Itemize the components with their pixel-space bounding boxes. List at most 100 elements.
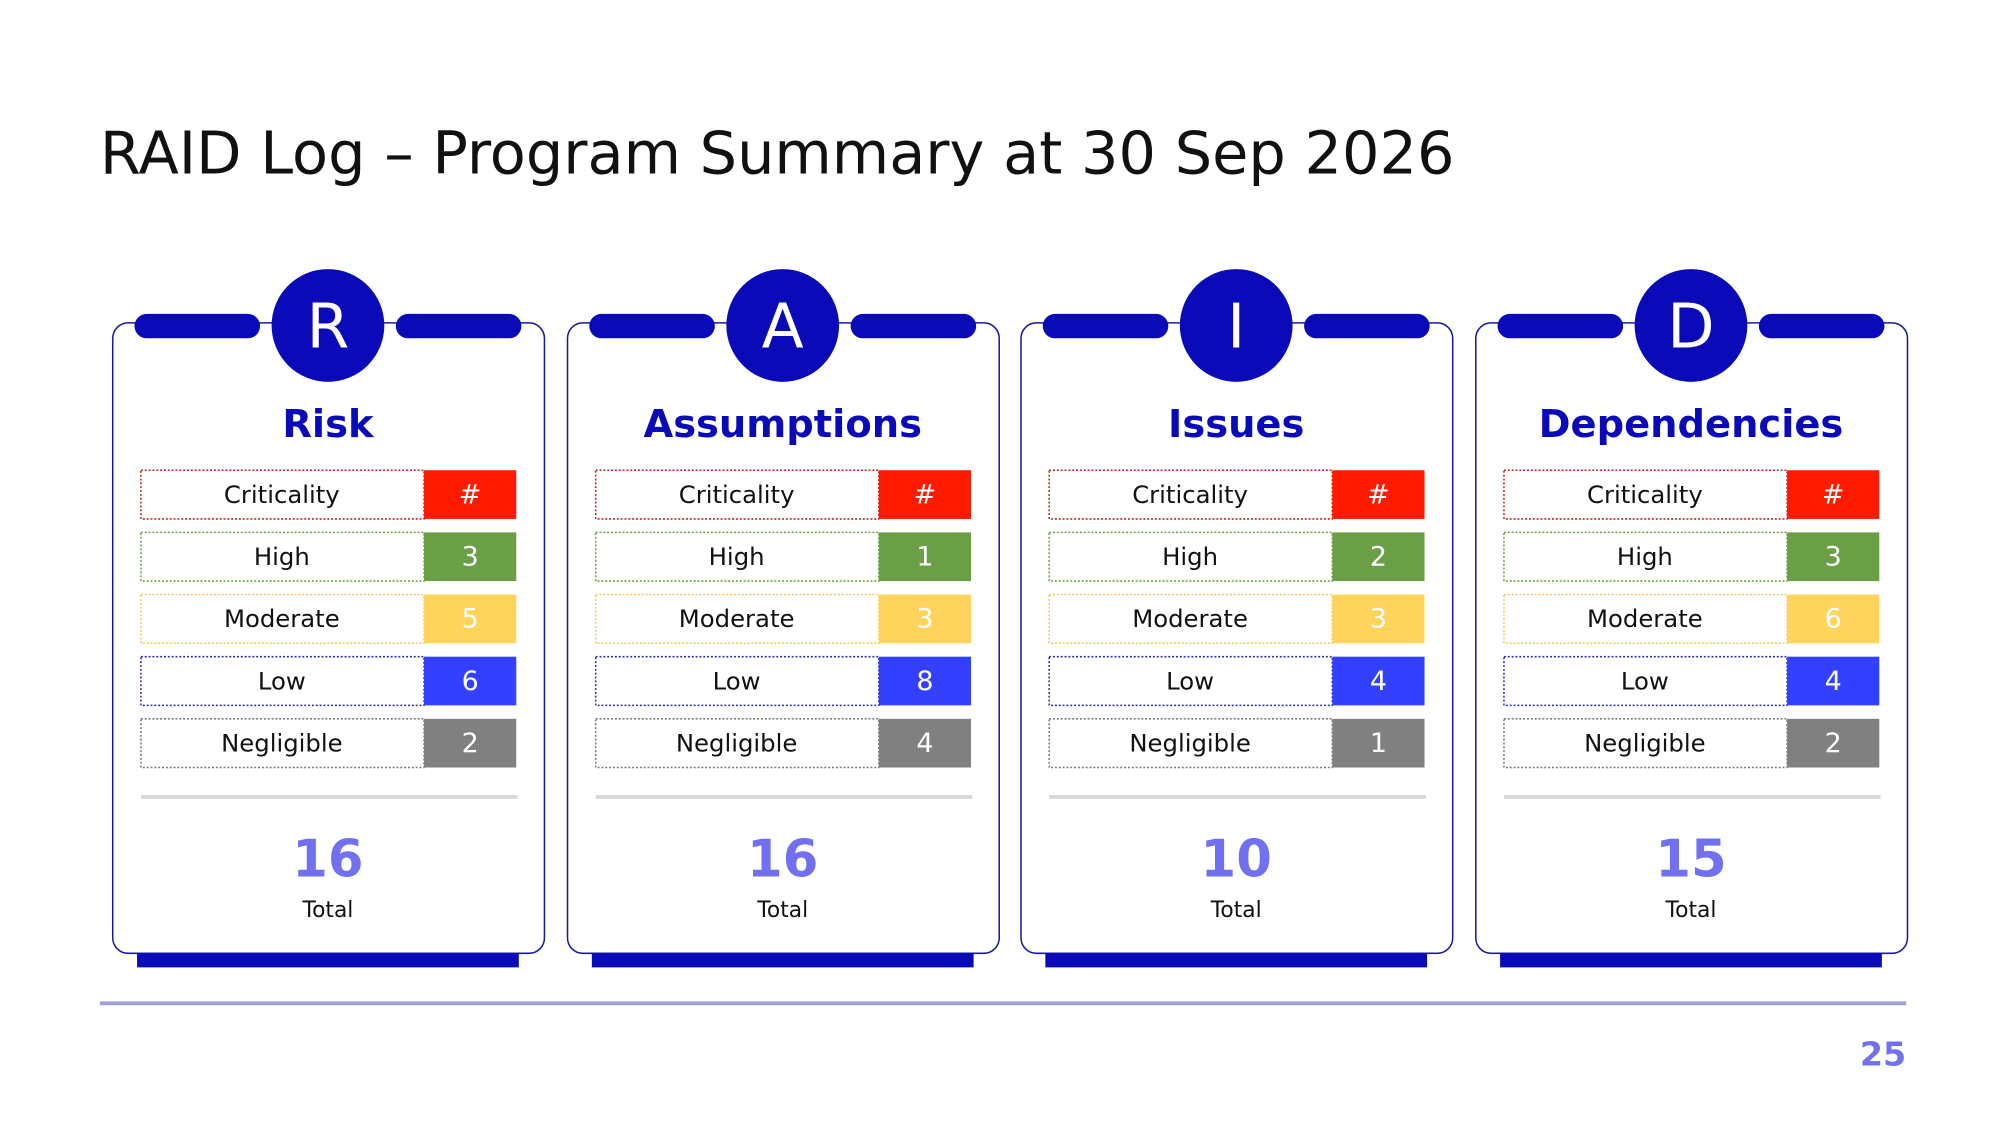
card-total: 10 — [1201, 829, 1272, 889]
row-label: Criticality — [1132, 480, 1248, 509]
row-value: # — [459, 479, 482, 510]
card-total-label: Total — [1665, 898, 1717, 923]
row-label-box — [1503, 469, 1788, 520]
row-label: Criticality — [679, 480, 795, 509]
card-top-bar — [589, 313, 715, 339]
card-bottom-bar — [1045, 953, 1428, 968]
letter-badge — [1179, 269, 1293, 382]
row-value-box — [424, 594, 517, 644]
card-top-bar — [1042, 313, 1169, 339]
row-label: Low — [1166, 666, 1214, 695]
row-value: 4 — [1370, 666, 1387, 697]
row-label-box — [1048, 531, 1334, 582]
row-label-box — [1048, 718, 1334, 769]
row-value: 1 — [916, 542, 933, 573]
row-value: 1 — [1370, 728, 1387, 759]
card-top-bar — [850, 313, 977, 339]
row-value-box — [1332, 532, 1425, 582]
row-value-box — [424, 718, 517, 768]
card-total-label: Total — [756, 898, 808, 923]
card-total: 15 — [1655, 829, 1726, 889]
row-value: 4 — [1825, 666, 1842, 697]
card-bottom-bar — [137, 953, 519, 968]
row-label-box — [594, 469, 880, 520]
row-label: Moderate — [679, 604, 795, 633]
card-name: Risk — [282, 402, 375, 447]
row-label: Low — [713, 666, 761, 695]
card-name: Issues — [1168, 402, 1304, 447]
card-top-bar — [1758, 313, 1885, 339]
slide-title: RAID Log – Program Summary at 30 Sep 202… — [100, 119, 1455, 188]
row-label: High — [709, 542, 765, 571]
row-label-box — [594, 718, 880, 769]
row-value: 2 — [462, 728, 479, 759]
row-label: Negligible — [1584, 728, 1705, 757]
row-label: High — [1617, 542, 1673, 571]
card-letter: A — [762, 291, 804, 363]
card-total: 16 — [747, 829, 818, 889]
row-value-box — [424, 470, 517, 519]
row-value: 6 — [462, 666, 479, 697]
row-label: Moderate — [1587, 604, 1703, 633]
card-total-label: Total — [302, 898, 354, 923]
row-value-box — [878, 594, 972, 644]
row-value-box — [1787, 718, 1880, 768]
row-label: Moderate — [1132, 604, 1248, 633]
row-label: Negligible — [1129, 728, 1250, 757]
row-value-box — [1787, 656, 1880, 706]
row-value-box — [1332, 594, 1425, 644]
row-value: 3 — [462, 542, 479, 573]
row-label: Negligible — [221, 728, 342, 757]
row-value: # — [914, 479, 937, 510]
row-value: 4 — [916, 728, 933, 759]
row-label-box — [1503, 718, 1788, 769]
card-top-bar — [1304, 313, 1430, 339]
row-label-box — [594, 531, 880, 582]
row-label: High — [1162, 542, 1218, 571]
row-label-box — [140, 469, 425, 520]
letter-badge — [1634, 269, 1748, 382]
card-bottom-bar — [591, 953, 974, 968]
card-name: Dependencies — [1539, 402, 1844, 447]
letter-badge — [726, 269, 840, 382]
card-top-bar — [1497, 313, 1624, 339]
row-value: # — [1822, 479, 1845, 510]
letter-badge — [271, 269, 385, 382]
card-total-label: Total — [1210, 898, 1262, 923]
row-value: 3 — [1825, 542, 1842, 573]
row-value-box — [1787, 470, 1880, 519]
row-value-box — [424, 656, 517, 706]
row-value-box — [1787, 594, 1880, 644]
row-value: 3 — [916, 604, 933, 635]
row-value-box — [1332, 718, 1425, 768]
row-value-box — [1332, 470, 1425, 519]
row-value-box — [878, 718, 972, 768]
card-name: Assumptions — [643, 402, 922, 447]
row-label-box — [1048, 469, 1334, 520]
row-value: 8 — [916, 666, 933, 697]
page-number: 25 — [1860, 1034, 1906, 1073]
row-value-box — [1332, 656, 1425, 706]
row-value-box — [1787, 532, 1880, 582]
row-label: Criticality — [1587, 480, 1703, 509]
card-letter: R — [307, 291, 350, 363]
row-label: High — [254, 542, 310, 571]
row-label-box — [140, 531, 425, 582]
row-value-box — [424, 532, 517, 582]
row-value: 6 — [1825, 604, 1842, 635]
row-value-box — [878, 470, 972, 519]
card-letter: I — [1227, 291, 1245, 363]
row-label: Low — [1621, 666, 1669, 695]
row-label-box — [1503, 531, 1788, 582]
row-value: 5 — [462, 604, 479, 635]
card-top-bar — [395, 313, 522, 339]
row-value: 2 — [1825, 728, 1842, 759]
row-value: 2 — [1370, 542, 1387, 573]
row-label-box — [1503, 655, 1788, 707]
row-label: Criticality — [224, 480, 340, 509]
row-label: Moderate — [224, 604, 340, 633]
row-value-box — [878, 532, 972, 582]
card-letter: D — [1667, 291, 1714, 363]
row-value: # — [1367, 479, 1390, 510]
row-label-box — [594, 593, 880, 644]
